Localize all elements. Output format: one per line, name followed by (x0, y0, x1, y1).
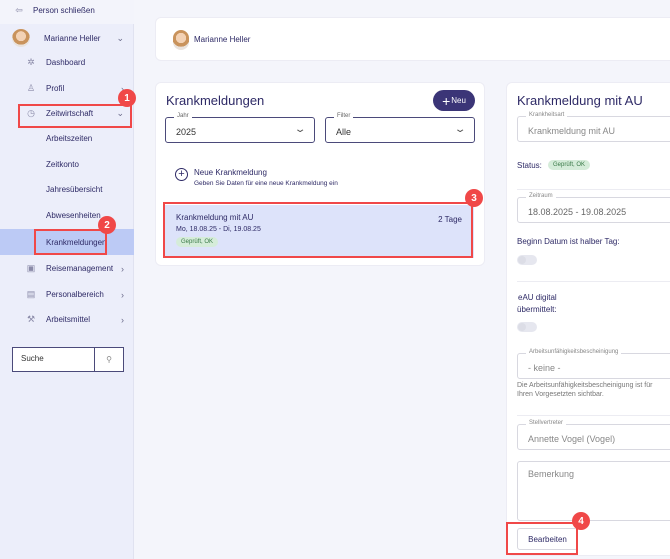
half-day-toggle[interactable] (517, 255, 537, 265)
avatar (173, 30, 189, 50)
eau-toggle[interactable] (517, 322, 537, 332)
search-icon: ⚲ (106, 355, 112, 364)
annotation-box-4 (506, 522, 578, 555)
sidebar-item-personalbereich[interactable]: ▤ Personalbereich › (24, 289, 134, 300)
arrow-left-icon: ⇦ (15, 5, 23, 15)
list-title: Krankmeldungen (166, 93, 265, 108)
period-field[interactable]: Zeitraum 18.08.2025 - 19.08.2025 (517, 193, 670, 223)
chevron-down-icon: ⌄ (116, 32, 124, 43)
divider (517, 281, 670, 282)
sick-notes-list-card: Krankmeldungen + Neu Jahr 2025 ⌄ Filter Alle… (155, 82, 485, 266)
sidebar-item-reisemanagement[interactable]: ▣ Reisemanagement › (24, 263, 134, 274)
annotation-badge-1: 1 (118, 89, 136, 107)
sick-note-entry[interactable]: Krankmeldung mit AU 2 Tage Mo, 18.08.25 … (165, 205, 474, 258)
close-person-button[interactable]: ⇦ Person schließen (12, 5, 95, 16)
stopwatch-icon: ◷ (27, 108, 35, 118)
sidebar-item-krankmeldungen[interactable]: Krankmeldungen (46, 238, 107, 247)
sidebar: ⇦ Person schließen Marianne Heller ⌄ ✲ Da… (0, 0, 134, 559)
header-user-name: Marianne Heller (194, 35, 251, 44)
plus-icon: + (442, 92, 451, 109)
sidebar-item-arbeitsmittel[interactable]: ⚒ Arbeitsmittel › (24, 314, 134, 325)
status-badge: Geprüft, OK (548, 160, 591, 170)
status-label: Status: (517, 161, 542, 170)
sidebar-item-dashboard[interactable]: ✲ Dashboard (24, 57, 134, 68)
eau-label: eAU digital (518, 293, 557, 302)
detail-title: Krankmeldung mit AU (517, 93, 643, 108)
sidebar-item-zeitwirtschaft[interactable]: ◷ Zeitwirtschaft ⌄ (24, 108, 134, 119)
annotation-box-1 (18, 104, 132, 128)
person-header: Marianne Heller (155, 17, 670, 61)
chevron-down-icon: ⌄ (116, 108, 124, 118)
year-select[interactable]: Jahr 2025 ⌄ (165, 113, 315, 143)
sidebar-item-profil[interactable]: ♙ Profil › (24, 83, 134, 94)
plus-circle-icon: + (175, 168, 188, 181)
status-badge: Geprüft, OK (176, 237, 219, 247)
search-box: Suche ⚲ (12, 347, 124, 372)
divider (517, 189, 670, 190)
avatar (12, 29, 30, 47)
selected-highlight (0, 229, 134, 255)
filter-select[interactable]: Filter Alle ⌄ (325, 113, 475, 143)
certificate-hint: Die Arbeitsunfähigkeitsbescheinigung ist… (517, 382, 653, 398)
sidebar-item-abwesenheiten[interactable]: Abwesenheiten (46, 211, 101, 220)
chevron-right-icon: › (121, 263, 124, 274)
person-icon: ♙ (26, 83, 36, 93)
annotation-box-3 (163, 202, 473, 258)
sick-note-detail-card: Krankmeldung mit AU Krankheitsart Krankme… (506, 82, 670, 556)
type-field[interactable]: Krankheitsart Krankmeldung mit AU (517, 112, 670, 142)
sidebar-item-jahresuebersicht[interactable]: Jahresübersicht (46, 185, 103, 194)
chevron-down-icon: ⌄ (293, 124, 307, 135)
half-day-label: Beginn Datum ist halber Tag: (517, 237, 620, 246)
folder-person-icon: ▤ (26, 289, 36, 299)
chevron-right-icon: › (121, 289, 124, 300)
annotation-badge-2: 2 (98, 216, 116, 234)
user-menu[interactable]: Marianne Heller ⌄ (12, 28, 134, 48)
sidebar-item-zeitkonto[interactable]: Zeitkonto (46, 160, 79, 169)
tools-icon: ⚒ (26, 314, 36, 324)
certificate-hint-block: Die Arbeitsunfähigkeitsbescheinigung ist… (517, 381, 665, 399)
new-button[interactable]: + Neu (433, 90, 475, 111)
chevron-right-icon: › (121, 83, 124, 94)
remark-textarea[interactable]: Bemerkung (517, 461, 670, 521)
search-input[interactable]: Suche (13, 348, 95, 371)
divider (517, 415, 670, 416)
certificate-hint-2: Vorgesetzten sichtbar. (534, 391, 604, 398)
deputy-field[interactable]: Stellvertreter Annette Vogel (Vogel) (517, 420, 670, 450)
dashboard-icon: ✲ (27, 57, 35, 67)
annotation-badge-4: 4 (572, 512, 590, 530)
eau-label-2: übermittelt: (517, 305, 557, 314)
new-sick-note-item[interactable]: + Neue Krankmeldung Geben Sie Daten für … (175, 168, 475, 192)
close-person-bar (0, 0, 134, 24)
chevron-down-icon: ⌄ (453, 124, 467, 135)
annotation-badge-3: 3 (465, 189, 483, 207)
suitcase-icon: ▣ (26, 263, 36, 273)
certificate-field[interactable]: Arbeitsunfähigkeitsbescheinigung - keine … (517, 349, 670, 379)
search-button[interactable]: ⚲ (95, 348, 123, 371)
chevron-right-icon: › (121, 314, 124, 325)
annotation-box-2 (34, 229, 107, 255)
sidebar-item-arbeitszeiten[interactable]: Arbeitszeiten (46, 134, 93, 143)
